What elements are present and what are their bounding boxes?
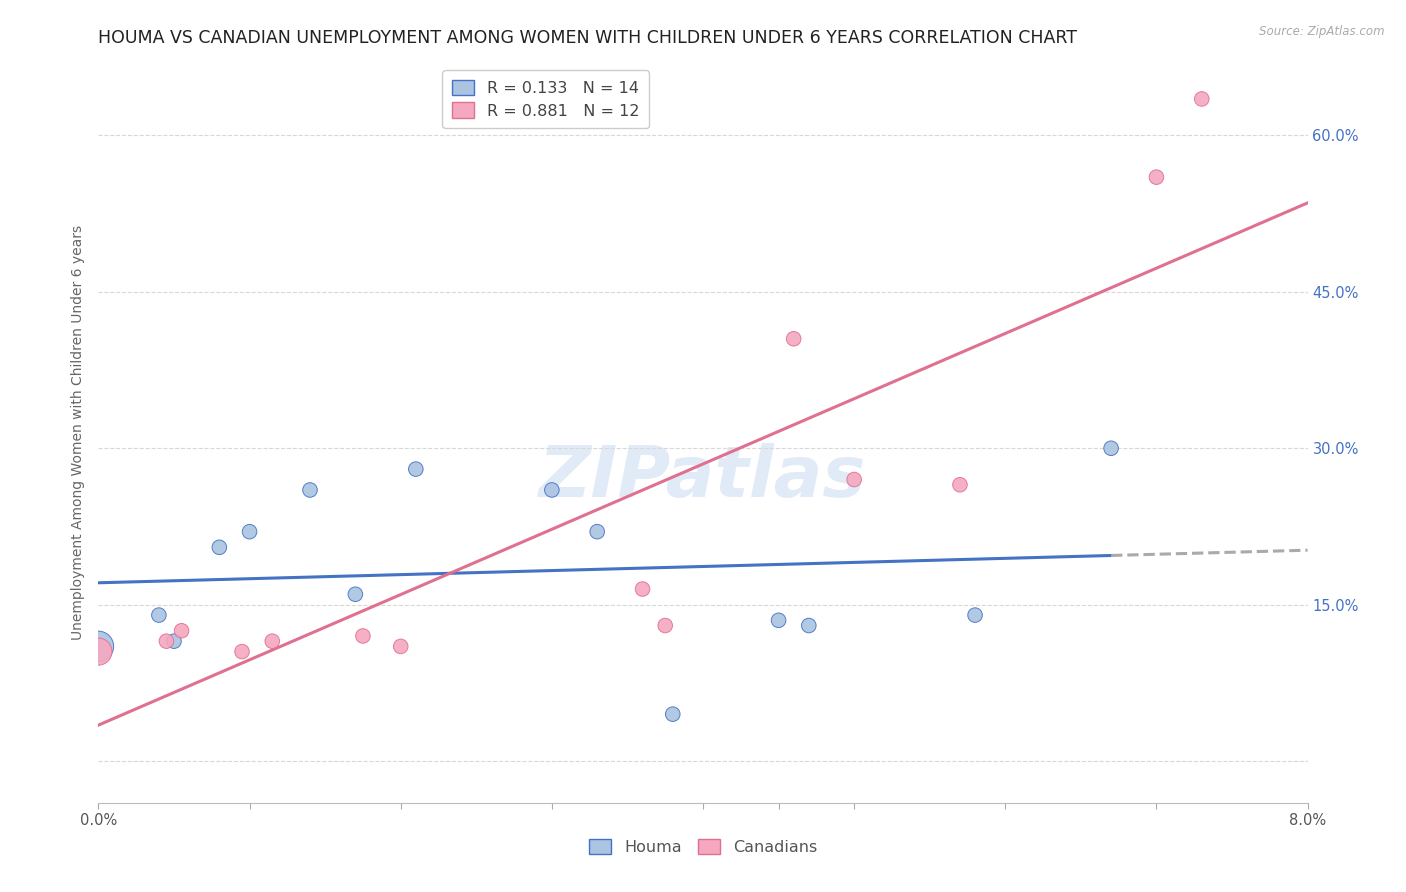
Point	[405, 462, 427, 476]
Point	[87, 644, 110, 658]
Point	[797, 618, 820, 632]
Point	[231, 644, 253, 658]
Point	[1146, 170, 1168, 185]
Point	[540, 483, 562, 497]
Point	[163, 634, 186, 648]
Point	[148, 608, 170, 623]
Point	[389, 640, 412, 654]
Point	[344, 587, 367, 601]
Point	[170, 624, 193, 638]
Point	[262, 634, 284, 648]
Text: ZIPatlas: ZIPatlas	[540, 442, 866, 511]
Point	[782, 332, 804, 346]
Point	[1099, 442, 1122, 456]
Point	[208, 541, 231, 555]
Text: HOUMA VS CANADIAN UNEMPLOYMENT AMONG WOMEN WITH CHILDREN UNDER 6 YEARS CORRELATI: HOUMA VS CANADIAN UNEMPLOYMENT AMONG WOM…	[98, 29, 1077, 47]
Y-axis label: Unemployment Among Women with Children Under 6 years: Unemployment Among Women with Children U…	[70, 225, 84, 640]
Point	[1191, 92, 1213, 106]
Point	[965, 608, 987, 623]
Point	[155, 634, 177, 648]
Point	[844, 473, 866, 487]
Point	[631, 582, 654, 596]
Point	[654, 618, 676, 632]
Point	[87, 640, 110, 654]
Point	[768, 613, 790, 627]
Point	[352, 629, 374, 643]
Point	[949, 477, 972, 491]
Point	[299, 483, 322, 497]
Point	[661, 707, 683, 722]
Point	[239, 524, 262, 539]
Point	[586, 524, 609, 539]
Text: Source: ZipAtlas.com: Source: ZipAtlas.com	[1260, 25, 1385, 38]
Legend: Houma, Canadians: Houma, Canadians	[582, 832, 824, 862]
